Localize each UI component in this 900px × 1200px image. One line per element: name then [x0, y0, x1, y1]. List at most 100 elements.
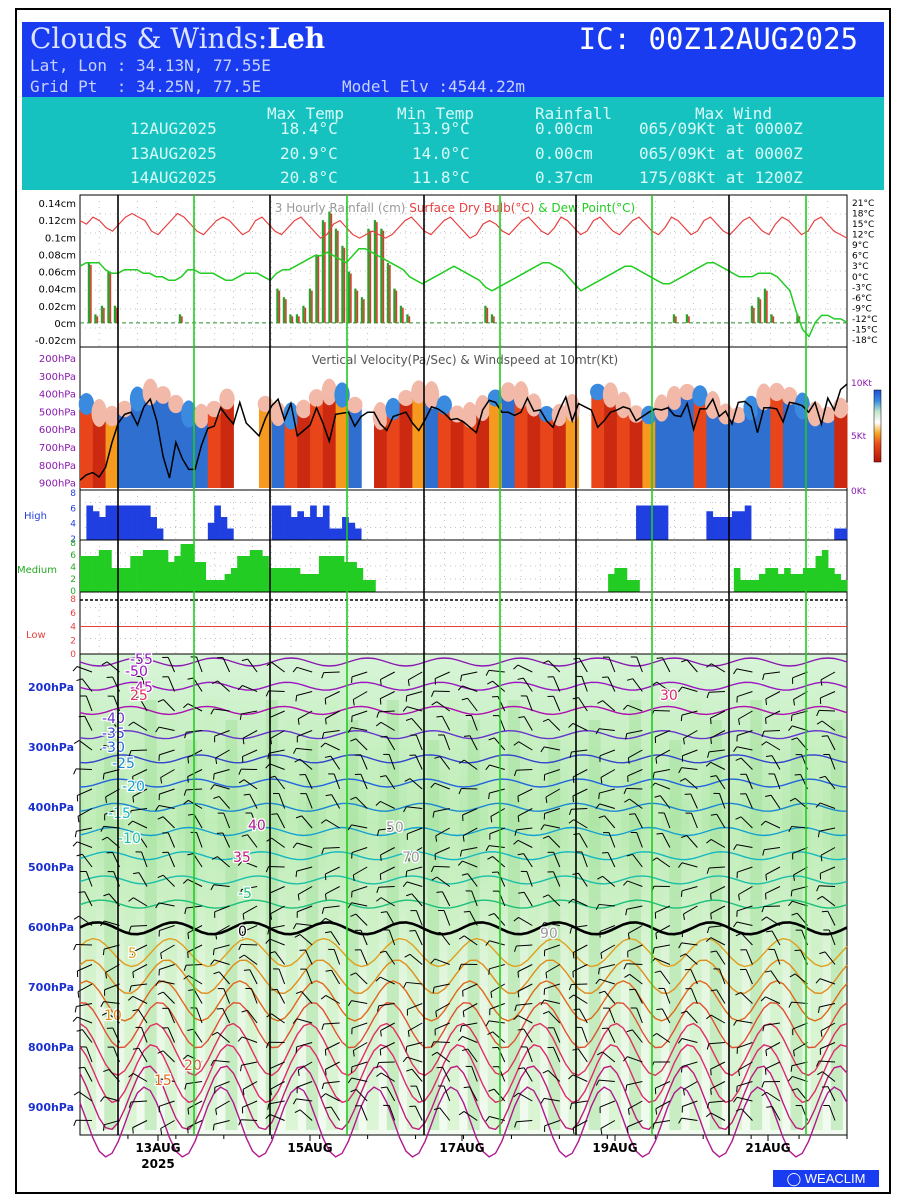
vv-cell: [372, 402, 389, 430]
wind-barb: [821, 910, 828, 913]
wind-barb: [243, 969, 250, 971]
wind-barb: [705, 761, 711, 767]
cloud-tick-label: 4: [70, 520, 76, 530]
wind-barb: [325, 1093, 340, 1102]
wind-barb: [595, 728, 600, 735]
wind-barb: [514, 829, 517, 836]
wind-barb: [568, 809, 572, 816]
wind-barb: [105, 972, 108, 979]
wind-barb: [607, 676, 616, 692]
wind-barb: [765, 691, 781, 700]
wind-barb: [710, 761, 726, 770]
wind-barb: [816, 720, 823, 725]
wind-barb: [761, 906, 765, 913]
wind-barb: [301, 991, 313, 1004]
temperature-contour: [79, 899, 848, 909]
temp-tick-label: 0°C: [852, 273, 869, 283]
wind-barb: [681, 1066, 683, 1073]
temp-tick-label: -6°C: [852, 294, 872, 304]
vv-cell: [706, 401, 720, 488]
vv-cell: [155, 386, 171, 404]
rh-shade: [548, 740, 561, 1130]
wind-barb: [578, 697, 588, 712]
wind-barb: [407, 827, 423, 835]
vv-cell: [296, 399, 312, 419]
wind-barb: [526, 695, 533, 712]
wind-barb: [599, 978, 616, 985]
vv-cell: [500, 382, 516, 402]
rain-bar: [276, 288, 279, 323]
rain-temp-title: 3 Hourly Rainfall (cm) Surface Dry Bulb(…: [275, 201, 635, 215]
wind-barb: [251, 812, 258, 829]
wind-barb: [765, 1042, 781, 1051]
wind-barb: [581, 1027, 588, 1043]
wind-barb: [764, 970, 772, 973]
rain-bar: [750, 305, 754, 323]
wind-barb: [439, 1107, 451, 1121]
wind-barb: [320, 1093, 326, 1098]
wind-barb: [129, 810, 132, 817]
rh-shade: [265, 700, 278, 1130]
wind-barb: [654, 782, 671, 790]
wind-barb: [360, 930, 368, 946]
surface-temp-line: [79, 212, 848, 239]
wind-barb: [271, 1013, 285, 1024]
wind-barb: [738, 1061, 753, 1071]
pressure-tick-label: 200hPa: [28, 681, 74, 694]
wind-barb: [323, 730, 340, 734]
wind-barb: [297, 718, 300, 725]
wind-barb: [158, 726, 175, 731]
low-tick-label: 0: [70, 650, 76, 660]
wind-barb: [540, 1098, 545, 1104]
cloud-bar: [316, 517, 324, 540]
temp-tick-label: 15°C: [852, 220, 874, 230]
wind-barb: [431, 1051, 438, 1056]
wind-barb: [266, 837, 272, 842]
cloud-bar: [655, 505, 662, 540]
wind-barb: [132, 1072, 148, 1082]
wind-barb: [243, 954, 258, 965]
wind-barb: [595, 978, 600, 985]
rain-tick-label: 0.08cm: [38, 250, 76, 261]
wind-barb: [488, 793, 490, 800]
wind-barb: [351, 1061, 368, 1068]
wind-barb: [517, 964, 533, 973]
wind-barb: [765, 866, 781, 875]
wind-barb: [408, 1022, 423, 1032]
wind-barb: [460, 675, 463, 682]
wind-barb: [408, 671, 423, 681]
rain-bar: [763, 288, 767, 323]
rh-shade: [830, 720, 843, 1130]
wind-barb: [489, 940, 505, 946]
cloud-bar: [290, 517, 298, 540]
wind-barb: [627, 769, 643, 777]
date-tick-label: 15AUG: [287, 1141, 332, 1155]
vv-cell: [552, 411, 567, 488]
wind-barb: [333, 949, 341, 965]
wind-barb: [542, 660, 549, 664]
row-min-temp: 13.9°C: [412, 119, 470, 138]
wind-barb: [680, 715, 683, 722]
wind-barb: [297, 1081, 313, 1088]
model-elevation-label: Model Elv :4544.22m: [342, 77, 526, 96]
row-date: 14AUG2025: [130, 168, 217, 187]
wind-barb: [239, 889, 242, 896]
wind-barb: [788, 725, 793, 731]
wind-barb: [458, 788, 462, 795]
wind-barb: [403, 982, 407, 989]
wind-barb: [128, 721, 134, 727]
wind-barb: [433, 865, 450, 868]
wind-barb: [214, 769, 230, 775]
vv-cell: [731, 411, 746, 488]
contour-label: -15: [108, 806, 131, 822]
wind-barb: [379, 775, 387, 778]
wind-barb: [654, 795, 661, 798]
wind-barb: [745, 774, 753, 790]
wind-barb: [793, 1050, 795, 1057]
rh-shade: [608, 740, 621, 1130]
rain-bar: [90, 264, 92, 323]
wind-barb: [568, 994, 575, 999]
temperature-contour: [79, 826, 848, 837]
wind-barb: [599, 803, 615, 809]
vv-cell: [705, 391, 721, 419]
